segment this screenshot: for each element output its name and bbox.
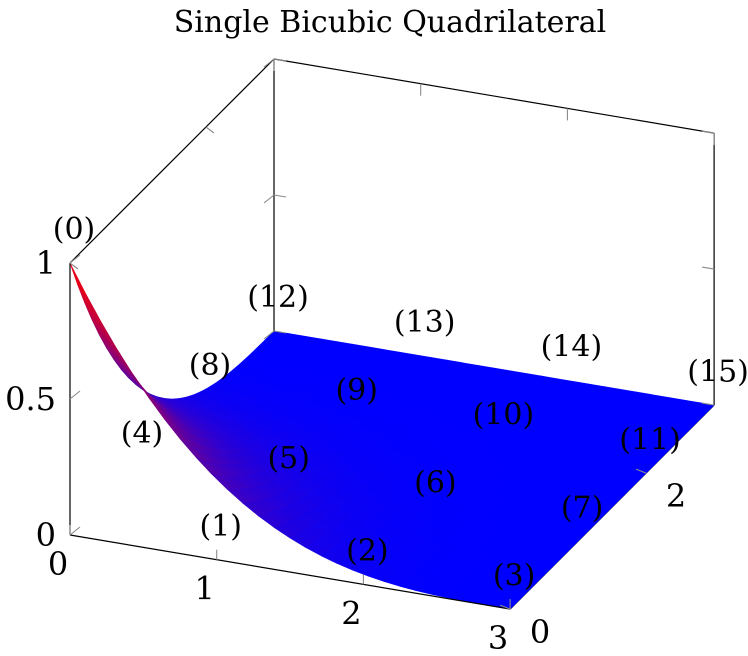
x-tick-label: 2 [341, 594, 361, 632]
z-tick-mark [702, 266, 715, 270]
x-axis-line [69, 534, 511, 610]
z-tick-mark [69, 526, 81, 536]
z-tick-mark [273, 330, 287, 334]
x-tick-label: 3 [488, 619, 508, 656]
y-tick-mark [635, 468, 647, 474]
control-point-label: (12) [247, 280, 309, 315]
y-tick-mark [69, 262, 79, 270]
chart-title: Single Bicubic Quadrilateral [174, 5, 607, 40]
control-point-label: (7) [561, 490, 604, 525]
z-tick-mark [69, 254, 81, 264]
y-tick-mark [499, 604, 511, 610]
control-point-label: (13) [394, 305, 456, 340]
z-tick-mark [273, 194, 287, 198]
control-point-label: (2) [346, 534, 389, 569]
z-tick-mark [702, 130, 715, 134]
control-point-label: (3) [493, 558, 536, 593]
z-tick-label: 0.5 [5, 380, 56, 418]
surface-patch [69, 262, 94, 312]
control-point-label: (4) [121, 416, 164, 451]
z-tick-mark [263, 330, 275, 340]
z-tick-mark [702, 402, 715, 406]
x-tick-label: 0 [48, 545, 68, 583]
control-point-label: (15) [687, 354, 748, 389]
control-point-label: (9) [335, 373, 378, 408]
z-tick-mark [273, 58, 287, 62]
z-tick-mark [263, 194, 275, 204]
box-edge [69, 58, 275, 264]
y-tick-mark [205, 126, 215, 134]
control-point-label: (5) [267, 441, 310, 476]
y-tick-label: 0 [530, 613, 550, 651]
z-tick-label: 0 [36, 516, 56, 554]
surface [69, 262, 715, 610]
point-labels: (0)(1)(2)(3)(4)(5)(6)(7)(8)(9)(10)(11)(1… [53, 212, 748, 593]
box-edge [273, 58, 715, 134]
y-tick-label: 2 [666, 477, 686, 515]
control-point-label: (11) [619, 422, 681, 457]
control-point-label: (6) [414, 466, 457, 501]
control-point-label: (8) [189, 348, 232, 383]
control-point-label: (1) [199, 509, 242, 544]
x-tick-label: 1 [195, 570, 215, 608]
surface-patch [132, 374, 157, 406]
z-tick-mark [263, 58, 275, 68]
control-point-label: (10) [473, 398, 535, 433]
control-point-label: (0) [53, 212, 96, 247]
z-tick-mark [69, 390, 81, 400]
z-tick-label: 1 [36, 244, 56, 282]
control-point-label: (14) [541, 330, 603, 365]
